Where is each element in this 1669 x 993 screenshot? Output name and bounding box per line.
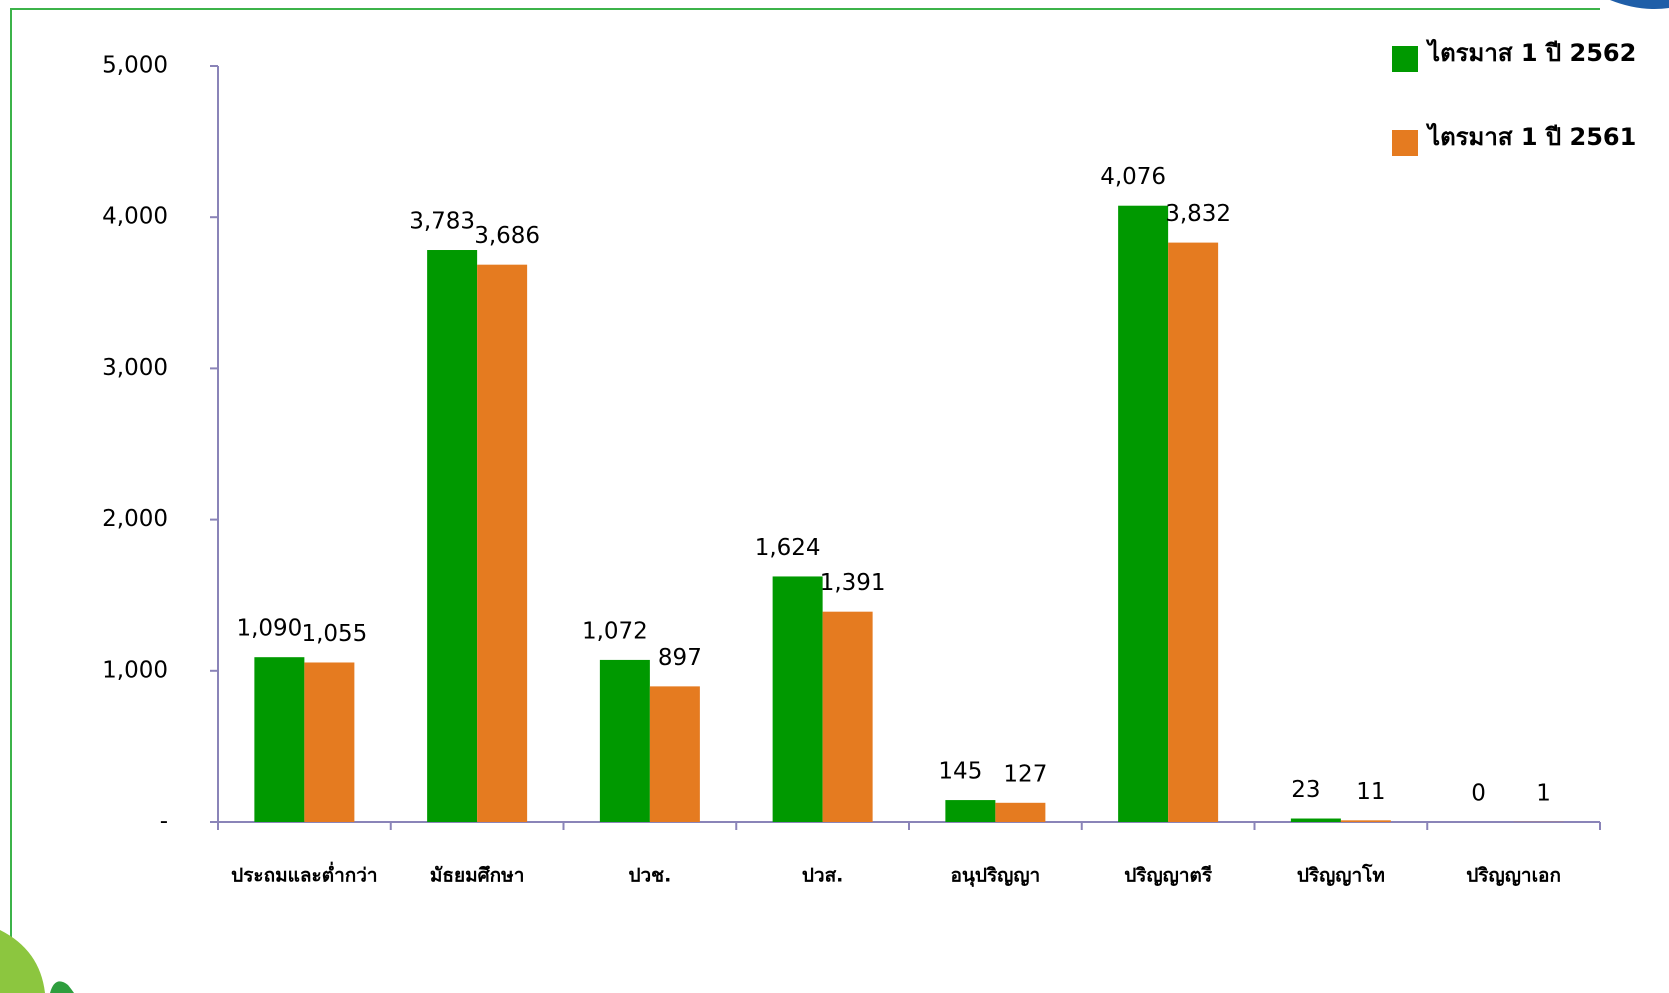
y-tick-label: 5,000 (102, 53, 168, 79)
value-label: 145 (938, 759, 982, 785)
bar (650, 686, 700, 822)
value-label: 0 (1471, 781, 1486, 807)
bar (600, 660, 650, 822)
bar (1118, 206, 1168, 822)
frame (11, 9, 1600, 993)
chart: - 1,000 2,000 3,000 4,000 5,000 ประถมและต่ำกว่… (0, 0, 1669, 993)
value-label: 3,686 (474, 223, 540, 249)
legend-label: ไตรมาส 1 ปี 2561 (1425, 122, 1636, 151)
x-tick-label: มัธยมศึกษา (430, 865, 525, 887)
value-label: 127 (1003, 761, 1047, 787)
y-tick-label: 1,000 (102, 657, 168, 683)
bar (427, 250, 477, 822)
x-tick-label: ประถมและต่ำกว่า (231, 862, 377, 887)
bar (773, 576, 823, 822)
legend-swatch (1392, 130, 1418, 156)
legend-label: ไตรมาส 1 ปี 2562 (1425, 38, 1636, 67)
value-label: 3,783 (409, 209, 475, 235)
bar (995, 803, 1045, 822)
value-label: 1,391 (820, 570, 886, 596)
bar (1168, 243, 1218, 822)
leaf-decoration (0, 930, 45, 993)
leaf-decoration (50, 981, 74, 993)
bar (254, 657, 304, 822)
value-label: 11 (1356, 779, 1385, 805)
y-tick-label: 4,000 (102, 204, 168, 230)
page: - 1,000 2,000 3,000 4,000 5,000 ประถมและต่ำกว่… (0, 0, 1669, 993)
value-label: 1,624 (755, 535, 821, 561)
value-label: 23 (1291, 777, 1320, 803)
x-tick-label: ปริญญาเอก (1466, 865, 1561, 887)
legend-swatch (1392, 46, 1418, 72)
value-label: 4,076 (1100, 164, 1166, 190)
value-label: 897 (658, 645, 702, 671)
y-tick-label: 2,000 (102, 506, 168, 532)
bar (1341, 820, 1391, 822)
bar (477, 265, 527, 822)
bar (304, 662, 354, 822)
x-tick-label: ปริญญาโท (1297, 864, 1385, 887)
bar (1291, 819, 1341, 822)
bar (945, 800, 995, 822)
value-label: 1,090 (236, 616, 302, 642)
corner-decoration (1610, 0, 1669, 9)
x-tick-label: ปริญญาตรี (1124, 865, 1213, 887)
x-tick-label: ปวช. (628, 865, 671, 887)
value-label: 1,055 (301, 621, 367, 647)
value-label: 3,832 (1165, 201, 1231, 227)
x-tick-label: อนุปริญญา (951, 865, 1041, 888)
y-tick-label: - (160, 809, 168, 835)
bar (823, 612, 873, 822)
value-label: 1,072 (582, 618, 648, 644)
value-label: 1 (1536, 780, 1551, 806)
y-tick-label: 3,000 (102, 355, 168, 381)
x-tick-label: ปวส. (802, 865, 844, 887)
